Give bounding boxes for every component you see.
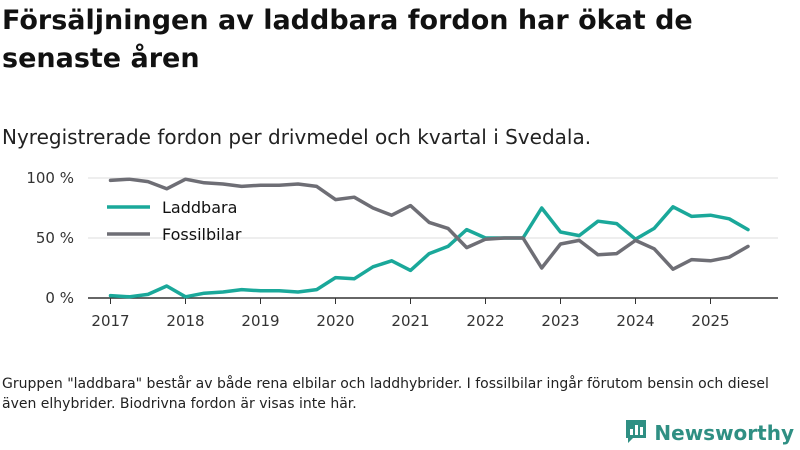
line-chart: 0 % 50 % 100 % 2017 2018 2019 2020 2021 2022 2023… <box>26 169 778 330</box>
newsworthy-logo-icon <box>624 418 648 448</box>
legend-label-fossilbilar: Fossilbilar <box>162 225 242 244</box>
chart-title: Försäljningen av laddbara fordon har öka… <box>2 5 693 74</box>
y-tick-label: 0 % <box>45 289 74 307</box>
axis-layer: 0 % 50 % 100 % 2017 2018 2019 2020 2021 2022 2023… <box>26 169 778 330</box>
x-tick-label: 2021 <box>391 312 429 330</box>
x-tick-label: 2022 <box>466 312 504 330</box>
footnote: Gruppen "laddbara" består av både rena e… <box>2 376 769 412</box>
x-tick-label: 2025 <box>691 312 729 330</box>
brand-name: Newsworthy <box>654 421 794 445</box>
brand-logo: Newsworthy <box>624 418 794 448</box>
chart-subtitle: Nyregistrerade fordon per drivmedel och … <box>2 125 592 149</box>
x-tick-label: 2024 <box>616 312 654 330</box>
x-tick-label: 2023 <box>541 312 579 330</box>
x-tick-label: 2020 <box>316 312 354 330</box>
series-line-fossilbilar <box>108 177 750 271</box>
series-line-laddbara <box>108 205 750 299</box>
grid-layer <box>88 177 778 239</box>
y-tick-label: 50 % <box>36 229 74 247</box>
legend-label-laddbara: Laddbara <box>162 198 237 217</box>
x-tick-label: 2017 <box>91 312 129 330</box>
x-tick-label: 2018 <box>166 312 204 330</box>
legend: Laddbara Fossilbilar <box>107 198 242 244</box>
y-tick-label: 100 % <box>26 169 74 187</box>
x-tick-label: 2019 <box>241 312 279 330</box>
series-layer <box>108 177 750 299</box>
